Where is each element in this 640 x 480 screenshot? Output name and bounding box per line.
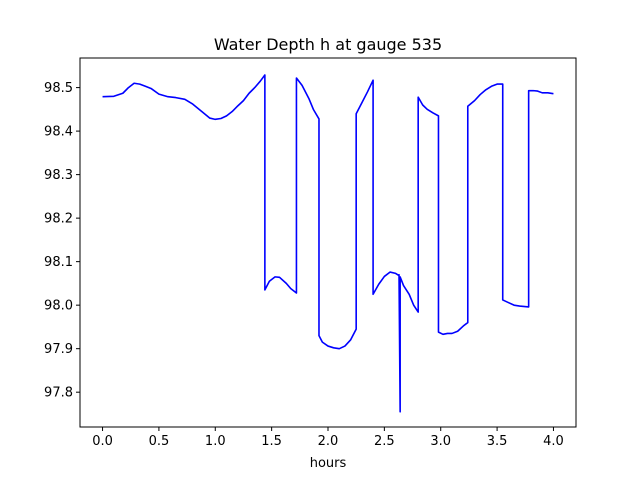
x-tick-label: 2.5 [374, 434, 395, 449]
y-tick-label: 97.9 [44, 342, 73, 357]
y-tick-label: 97.8 [44, 386, 73, 401]
y-tick-label: 98.2 [44, 212, 73, 227]
x-tick-label: 0.5 [149, 434, 170, 449]
x-axis-label: hours [310, 456, 347, 471]
x-tick-label: 0.0 [92, 434, 113, 449]
series-line-0 [102, 74, 554, 413]
y-tick-label: 98.1 [44, 255, 73, 270]
x-tick-label: 1.5 [261, 434, 282, 449]
plot-frame [79, 57, 577, 428]
y-tick-label: 98.0 [44, 299, 73, 314]
x-tick-label: 1.0 [205, 434, 226, 449]
x-tick-label: 2.0 [318, 434, 339, 449]
y-axis: 97.8 97.9 98.0 98.1 98.2 98.3 98.4 98.5 [44, 81, 80, 401]
y-tick-label: 98.4 [44, 125, 73, 140]
x-tick-label: 3.0 [430, 434, 451, 449]
x-axis: 0.0 0.5 1.0 1.5 2.0 2.5 3.0 3.5 4.0 [92, 427, 564, 449]
y-tick-label: 98.3 [44, 168, 73, 183]
chart-title: Water Depth h at gauge 535 [214, 35, 442, 54]
x-tick-label: 4.0 [543, 434, 564, 449]
y-tick-label: 98.5 [44, 81, 73, 96]
plot-area [79, 57, 577, 428]
x-tick-label: 3.5 [487, 434, 508, 449]
